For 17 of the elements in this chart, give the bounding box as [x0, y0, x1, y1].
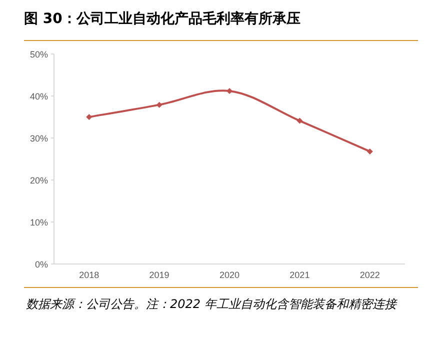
point [156, 102, 162, 108]
x-tick-label: 2021 [290, 270, 310, 280]
x-tick-label: 2019 [149, 270, 170, 280]
x-tick-label: 2018 [79, 270, 100, 280]
x-tick-label: 2020 [219, 270, 240, 280]
y-tick-label: 20% [30, 176, 48, 186]
chart-title: 图 30：公司工业自动化产品毛利率有所承压 [24, 10, 302, 28]
y-tick-label: 40% [30, 92, 48, 102]
y-tick-label: 50% [30, 50, 48, 60]
point [226, 88, 232, 94]
y-tick-label: 10% [30, 218, 48, 228]
point [296, 118, 303, 124]
y-tick-label: 0% [34, 260, 48, 270]
x-tick-label: 2022 [360, 270, 380, 280]
y-tick-label: 30% [30, 134, 48, 144]
point [366, 148, 373, 154]
source-note: 数据来源：公司公告。注：2022 年工业自动化含智能装备和精密连接 [26, 296, 398, 313]
